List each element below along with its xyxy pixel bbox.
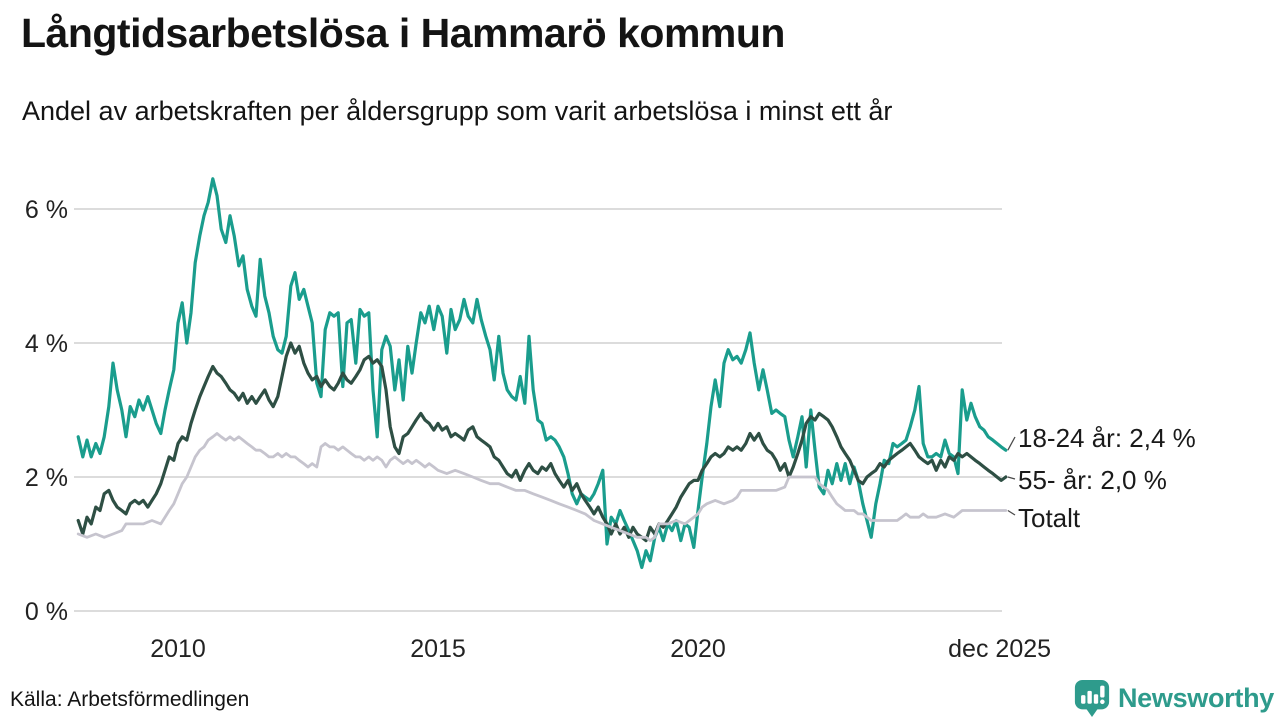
series-line-55-r xyxy=(76,341,1008,543)
x-axis-tick-label: dec 2025 xyxy=(948,635,1051,663)
y-axis-tick-label: 2 % xyxy=(25,464,68,492)
end-label-connector xyxy=(1007,509,1016,516)
newsworthy-pin-barchart-icon xyxy=(1074,679,1110,717)
newsworthy-logo: Newsworthy xyxy=(1073,678,1274,718)
series-line-Totalt xyxy=(76,432,1008,542)
y-axis-tick-label: 0 % xyxy=(25,598,68,626)
x-axis-tick-label: 2010 xyxy=(150,635,206,663)
series-end-label-18-24: 18-24 år: 2,4 % xyxy=(1018,423,1196,453)
x-axis-tick-label: 2020 xyxy=(670,635,726,663)
page-title: Långtidsarbetslösa i Hammarö kommun xyxy=(21,10,785,56)
series-end-label-55plus: 55- år: 2,0 % xyxy=(1018,465,1167,495)
end-label-connector xyxy=(1007,436,1016,451)
series-end-label-totalt: Totalt xyxy=(1018,503,1081,533)
series-line-18-24r xyxy=(76,177,1008,570)
x-axis-tick-label: 2015 xyxy=(410,635,466,663)
end-label-connector xyxy=(1007,476,1016,480)
source-caption: Källa: Arbetsförmedlingen xyxy=(10,688,250,711)
newsworthy-wordmark: Newsworthy xyxy=(1117,682,1274,713)
y-axis-tick-label: 6 % xyxy=(25,196,68,224)
y-axis-tick-label: 4 % xyxy=(25,330,68,358)
page-subtitle: Andel av arbetskraften per åldersgrupp s… xyxy=(22,96,893,126)
